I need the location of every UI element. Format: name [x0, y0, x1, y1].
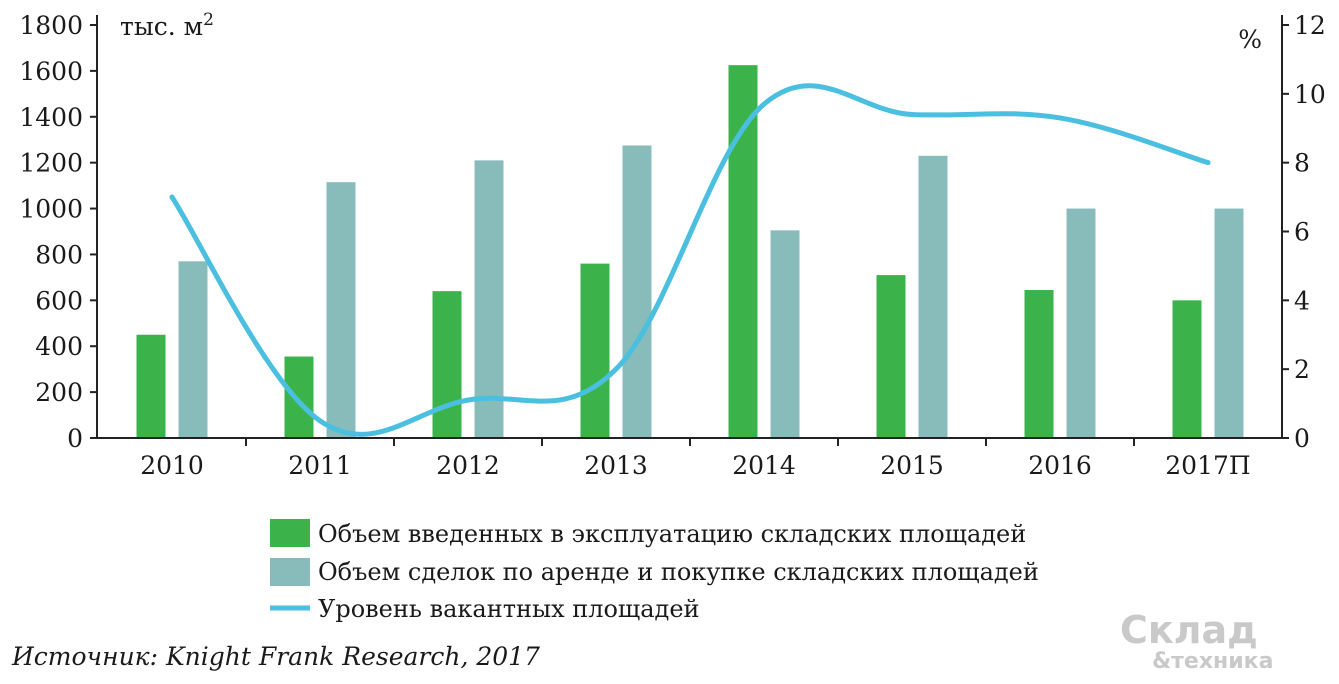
bar-built-2016	[1024, 290, 1054, 438]
publisher-logo: Склад &техника	[1120, 608, 1273, 674]
vacancy-point-2015	[909, 111, 915, 117]
vacancy-point-2016	[1057, 115, 1063, 121]
bar-deals-2015	[918, 155, 948, 439]
y-left-tick-label-1400: 1400	[19, 103, 83, 132]
x-tick-label-2011: 2011	[288, 451, 352, 480]
x-tick-label-2016: 2016	[1028, 451, 1092, 480]
legend-label-vacancy: Уровень вакантных площадей	[318, 595, 700, 623]
vacancy-point-2014	[761, 101, 767, 107]
bars-group	[136, 65, 1244, 439]
y-right-tick-label-0: 0	[1294, 424, 1310, 453]
vacancy-point-2017П	[1205, 160, 1211, 166]
bar-deals-2013	[622, 145, 652, 439]
x-tick-label-2014: 2014	[732, 451, 796, 480]
legend: Объем введенных в эксплуатацию складских…	[270, 519, 1039, 623]
bar-deals-2010	[178, 261, 208, 438]
y-left-tick-label-400: 400	[35, 332, 83, 361]
y-right-unit-label: %	[1238, 25, 1262, 54]
bar-built-2017П	[1172, 300, 1202, 438]
x-tick-label-2010: 2010	[140, 451, 204, 480]
y-left-tick-label-1800: 1800	[19, 11, 83, 40]
y-right-tick-label-8: 8	[1294, 149, 1310, 178]
y-left-tick-label-800: 800	[35, 240, 83, 269]
x-tick-label-2012: 2012	[436, 451, 500, 480]
vacancy-line-layer	[169, 83, 1211, 437]
y-left-tick-label-600: 600	[35, 286, 83, 315]
y-left-tick-label-1000: 1000	[19, 195, 83, 224]
bar-deals-2016	[1066, 208, 1096, 438]
y-right-tick-label-12: 12	[1294, 11, 1326, 40]
vacancy-point-2012	[465, 397, 471, 403]
bar-built-2011	[284, 356, 314, 438]
vacancy-point-2010	[169, 194, 175, 200]
bar-deals-2017П	[1214, 208, 1244, 438]
logo-line-2: &техника	[1152, 649, 1273, 674]
bar-built-2010	[136, 334, 166, 438]
vacancy-point-2013	[613, 366, 619, 372]
y-left-tick-label-0: 0	[67, 424, 83, 453]
y-left-tick-label-1600: 1600	[19, 57, 83, 86]
vacancy-point-2011	[317, 418, 323, 424]
bar-deals-2014	[770, 230, 800, 438]
ticks-group: 0 200 400 600 800 1000 1200 1400 1600 1800 0 2 4 6 8 10…	[19, 11, 1325, 480]
x-tick-label-2015: 2015	[880, 451, 944, 480]
y-right-tick-label-4: 4	[1294, 286, 1310, 315]
x-tick-label-2013: 2013	[584, 451, 648, 480]
y-right-tick-label-2: 2	[1294, 355, 1310, 384]
bar-deals-2012	[474, 160, 504, 438]
bar-built-2014	[728, 65, 758, 439]
y-right-tick-label-10: 10	[1294, 80, 1326, 109]
logo-line-1: Склад	[1120, 608, 1258, 652]
source-note: Источник: Knight Frank Research, 2017	[11, 642, 540, 671]
x-tick-label-2017П: 2017П	[1165, 451, 1250, 480]
legend-swatch-deals	[270, 558, 310, 586]
legend-swatch-built	[270, 519, 310, 547]
legend-label-built: Объем введенных в эксплуатацию складских…	[318, 520, 1026, 548]
y-left-tick-label-200: 200	[35, 378, 83, 407]
bar-built-2015	[876, 275, 906, 438]
bar-built-2012	[432, 291, 462, 438]
y-left-unit-label: тыс. м2	[120, 10, 214, 41]
bar-built-2013	[580, 263, 610, 438]
y-right-tick-label-6: 6	[1294, 218, 1310, 247]
bar-deals-2011	[326, 182, 356, 438]
legend-label-deals: Объем сделок по аренде и покупке складск…	[318, 558, 1039, 586]
y-left-tick-label-1200: 1200	[19, 149, 83, 178]
